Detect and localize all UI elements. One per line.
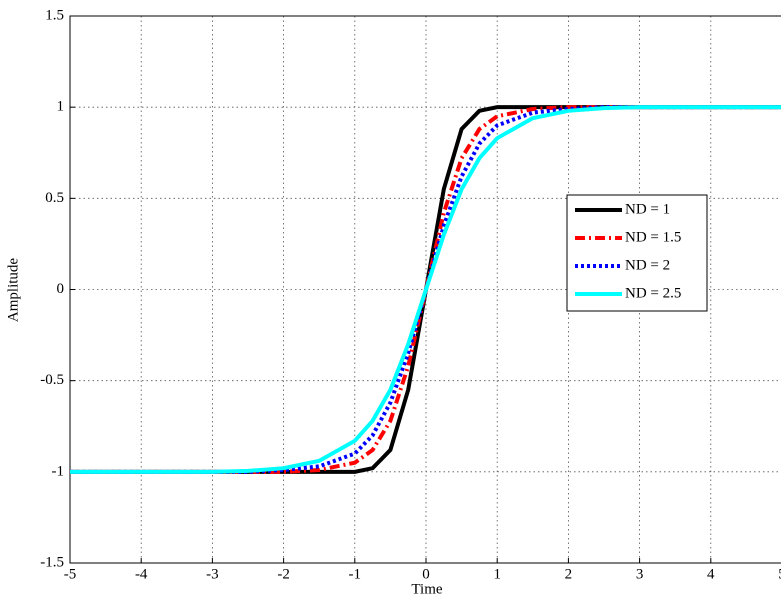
y-tick-label: 0.5: [45, 190, 64, 206]
x-tick-label: 5: [778, 566, 781, 582]
x-axis-label: Time: [411, 581, 442, 597]
legend-box: [566, 194, 708, 312]
x-tick-label: -3: [206, 566, 219, 582]
legend-label: ND = 2.5: [625, 285, 681, 301]
y-tick-label: 1.5: [45, 7, 64, 23]
data-line: [70, 105, 781, 474]
y-tick-label: 1: [57, 99, 65, 115]
y-axis-label: Amplitude: [5, 258, 21, 323]
y-tick-label: -1.5: [40, 554, 64, 570]
y-tick-label: -1: [52, 463, 65, 479]
y-tick-label: -0.5: [40, 372, 64, 388]
legend-label: ND = 1: [625, 201, 670, 217]
x-tick-label: -4: [135, 566, 148, 582]
x-tick-label: 4: [707, 566, 715, 582]
x-tick-label: 2: [565, 566, 573, 582]
x-tick-label: -1: [349, 566, 362, 582]
data-line: [70, 105, 781, 474]
x-tick-label: 3: [636, 566, 644, 582]
plot-frame: [69, 15, 781, 564]
x-tick-label: 0: [422, 566, 430, 582]
x-tick-label: 1: [493, 566, 501, 582]
x-tick-label: -5: [64, 566, 77, 582]
x-tick-label: -2: [277, 566, 290, 582]
legend-label: ND = 1.5: [625, 229, 681, 245]
legend-label: ND = 2: [625, 257, 670, 273]
y-tick-label: 0: [57, 281, 65, 297]
